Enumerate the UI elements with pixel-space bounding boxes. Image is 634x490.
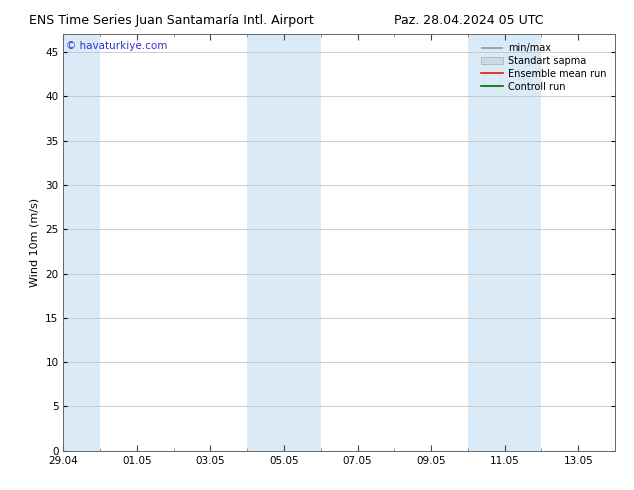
Text: Paz. 28.04.2024 05 UTC: Paz. 28.04.2024 05 UTC xyxy=(394,14,544,27)
Text: © havaturkiye.com: © havaturkiye.com xyxy=(66,41,167,50)
Bar xyxy=(468,34,541,451)
Text: ENS Time Series Juan Santamaría Intl. Airport: ENS Time Series Juan Santamaría Intl. Ai… xyxy=(29,14,314,27)
Bar xyxy=(247,34,321,451)
Bar xyxy=(63,34,100,451)
Legend: min/max, Standart sapma, Ensemble mean run, Controll run: min/max, Standart sapma, Ensemble mean r… xyxy=(477,39,610,96)
Y-axis label: Wind 10m (m/s): Wind 10m (m/s) xyxy=(30,198,40,287)
